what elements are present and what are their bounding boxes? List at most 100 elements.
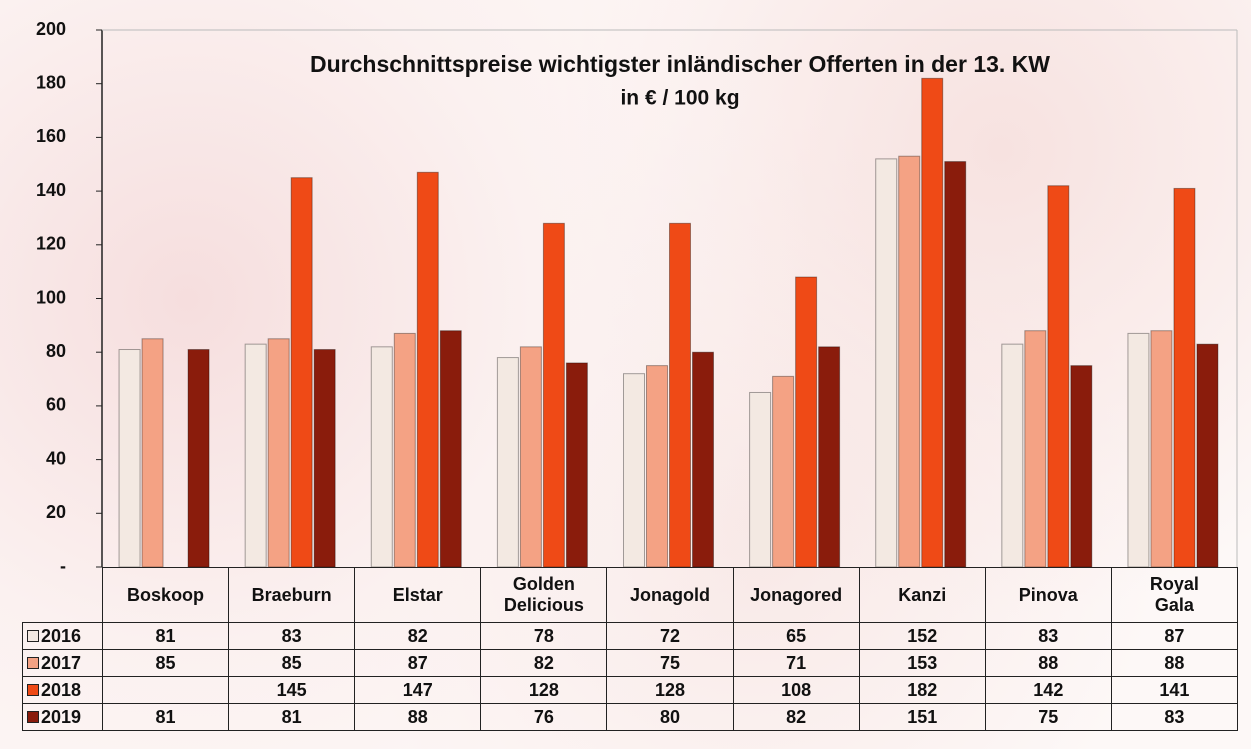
bar [267, 338, 290, 568]
bar [244, 343, 267, 568]
x-tick-label: Golden Delicious [480, 567, 608, 623]
legend-label: 2016 [41, 625, 82, 646]
bar [623, 373, 645, 568]
bar [393, 332, 416, 568]
bar [290, 177, 313, 568]
table-header-row: Boskoop Braeburn Elstar Golden Delicious Jon… [22, 567, 1238, 623]
bar [875, 158, 898, 568]
table-cell: 81 [101, 622, 230, 650]
table-cell: 85 [101, 649, 230, 677]
bar [1150, 330, 1173, 568]
legend-item: 2016 [22, 622, 103, 650]
table-cell: 82 [732, 703, 860, 731]
chart-subtitle: in € / 100 kg [620, 87, 739, 110]
y-tick-label: - [60, 556, 66, 576]
bar [1070, 365, 1093, 568]
table-cell: 87 [354, 649, 482, 677]
bar [519, 346, 542, 568]
table-cell: 141 [1110, 676, 1238, 704]
table-cell: 83 [1110, 703, 1238, 731]
bar [370, 346, 393, 568]
bar [496, 357, 519, 568]
bar [749, 391, 772, 568]
table-cell [101, 676, 230, 704]
bar [818, 346, 841, 568]
y-tick-label: 20 [46, 502, 66, 522]
table-row: 2018 145 147 128 128 108 182 142 141 [22, 676, 1238, 704]
bar [898, 155, 921, 568]
table-cell: 65 [732, 622, 860, 650]
y-tick-label: 200 [36, 19, 66, 39]
bar [692, 351, 714, 568]
data-table: Boskoop Braeburn Elstar Golden Delicious Jon… [22, 567, 1238, 731]
bar [1173, 187, 1196, 568]
table-cell: 128 [606, 676, 734, 704]
table-cell: 153 [858, 649, 986, 677]
table-cell: 76 [480, 703, 608, 731]
bar [416, 171, 439, 568]
table-cell: 82 [354, 622, 482, 650]
table-cell: 145 [228, 676, 356, 704]
bar [1001, 343, 1024, 568]
legend-swatch [27, 656, 39, 669]
bar [313, 349, 336, 568]
y-tick-label: 40 [46, 448, 66, 468]
legend-label: 2017 [41, 652, 82, 673]
legend-label: 2019 [41, 706, 82, 727]
y-tick-label: 80 [46, 341, 66, 361]
table-cell: 75 [606, 649, 734, 677]
chart-title: Durchschnittspreise wichtigster inländis… [310, 51, 1050, 77]
bar [795, 276, 818, 568]
x-tick-label: Boskoop [101, 567, 230, 623]
legend-item: 2018 [22, 676, 103, 704]
bar [439, 330, 462, 568]
table-row: 2019 81 81 88 76 80 82 151 75 83 [22, 703, 1238, 731]
table-cell: 152 [858, 622, 986, 650]
y-tick-label: 120 [36, 234, 66, 254]
table-cell: 78 [480, 622, 608, 650]
table-row: 2017 85 85 87 82 75 71 153 88 88 [22, 649, 1238, 677]
legend-item: 2017 [22, 649, 103, 677]
x-tick-label: Braeburn [228, 567, 356, 623]
table-cell: 72 [606, 622, 734, 650]
y-tick-label: 160 [36, 126, 66, 146]
legend-swatch [27, 683, 39, 696]
bar [187, 349, 210, 568]
table-cell: 108 [732, 676, 860, 704]
legend-swatch [27, 710, 39, 723]
x-tick-label: Pinova [984, 567, 1112, 623]
bar [565, 362, 588, 568]
bar [1024, 330, 1047, 568]
table-cell: 87 [1110, 622, 1238, 650]
table-cell: 81 [101, 703, 230, 731]
legend-label: 2018 [41, 679, 82, 700]
table-cell: 81 [228, 703, 356, 731]
table-cell: 128 [480, 676, 608, 704]
x-tick-label: Jonagored [732, 567, 860, 623]
bar [1196, 343, 1219, 568]
bar [542, 222, 565, 568]
table-cell: 88 [354, 703, 482, 731]
table-cell: 88 [1110, 649, 1238, 677]
x-tick-label: Elstar [354, 567, 482, 623]
y-tick-label: 180 [36, 72, 66, 92]
table-cell: 80 [606, 703, 734, 731]
table-cell: 71 [732, 649, 860, 677]
table-corner [22, 567, 103, 623]
bar [1047, 185, 1070, 568]
table-cell: 75 [984, 703, 1112, 731]
legend-item: 2019 [22, 703, 103, 731]
y-tick-label: 140 [36, 180, 66, 200]
y-tick-label: 60 [46, 395, 66, 415]
bar [921, 77, 944, 568]
bar [944, 161, 967, 568]
y-tick-label: 100 [36, 287, 66, 307]
table-cell: 182 [858, 676, 986, 704]
table-cell: 147 [354, 676, 482, 704]
table-cell: 83 [228, 622, 356, 650]
bar [772, 375, 795, 568]
x-tick-label: Jonagold [606, 567, 734, 623]
x-tick-label: Royal Gala [1110, 567, 1238, 623]
